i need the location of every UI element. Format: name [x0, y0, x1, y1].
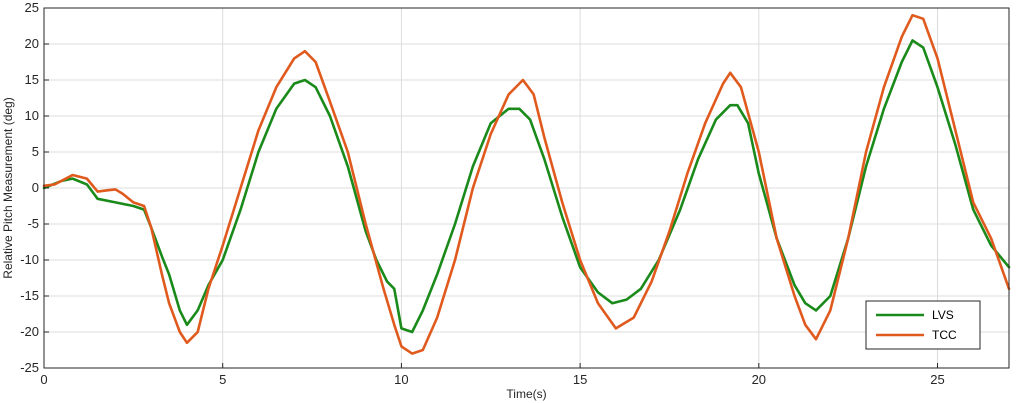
y-tick-label: 0 [32, 180, 39, 195]
y-tick-label: 5 [32, 144, 39, 159]
y-tick-label: -25 [20, 360, 39, 375]
x-tick-label: 20 [752, 372, 766, 387]
y-tick-label: 25 [25, 0, 39, 15]
legend-box [865, 300, 981, 350]
x-tick-label: 0 [40, 372, 47, 387]
y-axis-label: Relative Pitch Measurement (deg) [1, 97, 15, 278]
x-axis-label: Time(s) [506, 387, 546, 401]
legend-label-lvs: LVS [932, 308, 954, 322]
x-tick-label: 10 [394, 372, 408, 387]
y-tick-label: -20 [20, 324, 39, 339]
y-tick-label: -15 [20, 288, 39, 303]
series-line-tcc [42, 13, 1011, 355]
y-tick-label: -10 [20, 252, 39, 267]
y-tick-label: 20 [25, 36, 39, 51]
legend: LVS TCC [865, 300, 981, 350]
x-tick-label: 15 [573, 372, 587, 387]
y-tick-label: 15 [25, 72, 39, 87]
y-tick-label: 10 [25, 108, 39, 123]
x-tick-label: 25 [930, 372, 944, 387]
legend-label-tcc: TCC [932, 328, 957, 342]
y-tick-label: -5 [27, 216, 39, 231]
x-tick-label: 5 [219, 372, 226, 387]
series-line-lvs [42, 39, 1011, 334]
